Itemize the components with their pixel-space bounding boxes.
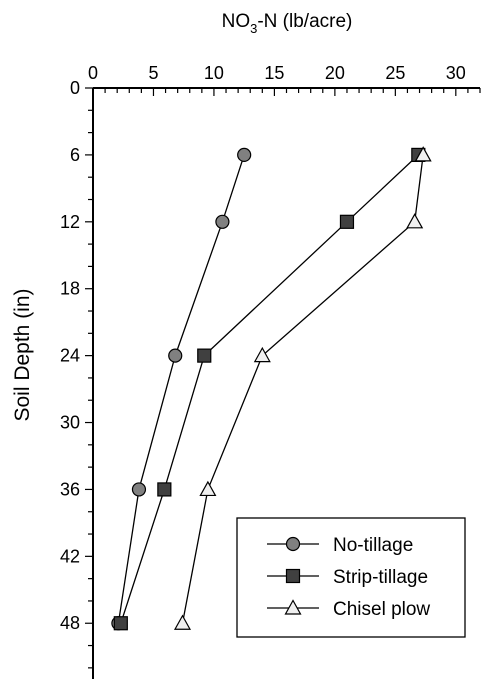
y-axis-title: Soil Depth (in) xyxy=(11,288,34,421)
data-point-chisel-plow xyxy=(173,614,192,630)
series-chisel-plow xyxy=(173,146,432,630)
x-axis-title-suffix: -N (lb/acre) xyxy=(257,11,352,32)
data-point-no-tillage xyxy=(237,147,252,163)
legend-item-no-tillage: No-tillage xyxy=(267,535,413,556)
series-no-tillage xyxy=(111,147,252,631)
legend-item-strip-tillage: Strip-tillage xyxy=(267,567,428,588)
data-point-no-tillage xyxy=(168,348,183,363)
legend-item-chisel-plow: Chisel plow xyxy=(267,599,430,620)
data-point-chisel-plow xyxy=(414,146,432,162)
data-point-no-tillage xyxy=(131,482,147,497)
data-point-no-tillage xyxy=(215,214,230,229)
y-tick-label: 48 xyxy=(60,613,80,633)
x-axis-title-prefix: NO xyxy=(222,11,251,32)
legend: No-tillage Strip-tillage Chisel plow xyxy=(236,517,466,638)
x-axis-title: NO3-N (lb/acre) xyxy=(222,11,353,36)
x-tick-label: 30 xyxy=(446,63,466,83)
y-tick-label: 12 xyxy=(60,212,80,232)
x-tick-label: 5 xyxy=(148,63,158,83)
x-tick-label: 25 xyxy=(385,63,405,83)
legend-marker-no-tillage xyxy=(285,536,301,552)
x-tick-label: 0 xyxy=(88,63,98,83)
data-point-chisel-plow xyxy=(253,346,271,363)
y-tick-label: 30 xyxy=(60,413,80,433)
y-tick-label: 42 xyxy=(60,546,80,566)
data-point-strip-tillage xyxy=(197,348,212,363)
data-point-chisel-plow xyxy=(199,480,217,497)
x-tick-label: 10 xyxy=(204,63,224,83)
legend-marker-chisel-plow xyxy=(284,599,302,615)
series-layer xyxy=(111,146,432,631)
legend-box xyxy=(236,517,466,638)
x-axis-title-subscript: 3 xyxy=(250,21,257,36)
legend-marker-strip-tillage xyxy=(285,568,301,584)
x-tick-label: 20 xyxy=(325,63,345,83)
data-point-strip-tillage xyxy=(157,482,172,497)
data-point-strip-tillage xyxy=(113,616,128,631)
legend-label: Strip-tillage xyxy=(333,567,428,588)
legend-label: Chisel plow xyxy=(333,599,430,620)
axes: 0 5 10 15 20 25 30 0 6 12 18 24 30 36 42 48 xyxy=(60,63,481,679)
y-tick-label: 6 xyxy=(70,145,80,165)
x-tick-label: 15 xyxy=(264,63,284,83)
legend-label: No-tillage xyxy=(333,535,413,556)
y-tick-label: 36 xyxy=(60,479,80,499)
data-point-strip-tillage xyxy=(339,214,355,229)
y-tick-label: 24 xyxy=(60,346,80,366)
y-tick-label: 18 xyxy=(60,279,80,299)
y-tick-label: 0 xyxy=(70,78,80,98)
data-point-chisel-plow xyxy=(406,213,424,229)
